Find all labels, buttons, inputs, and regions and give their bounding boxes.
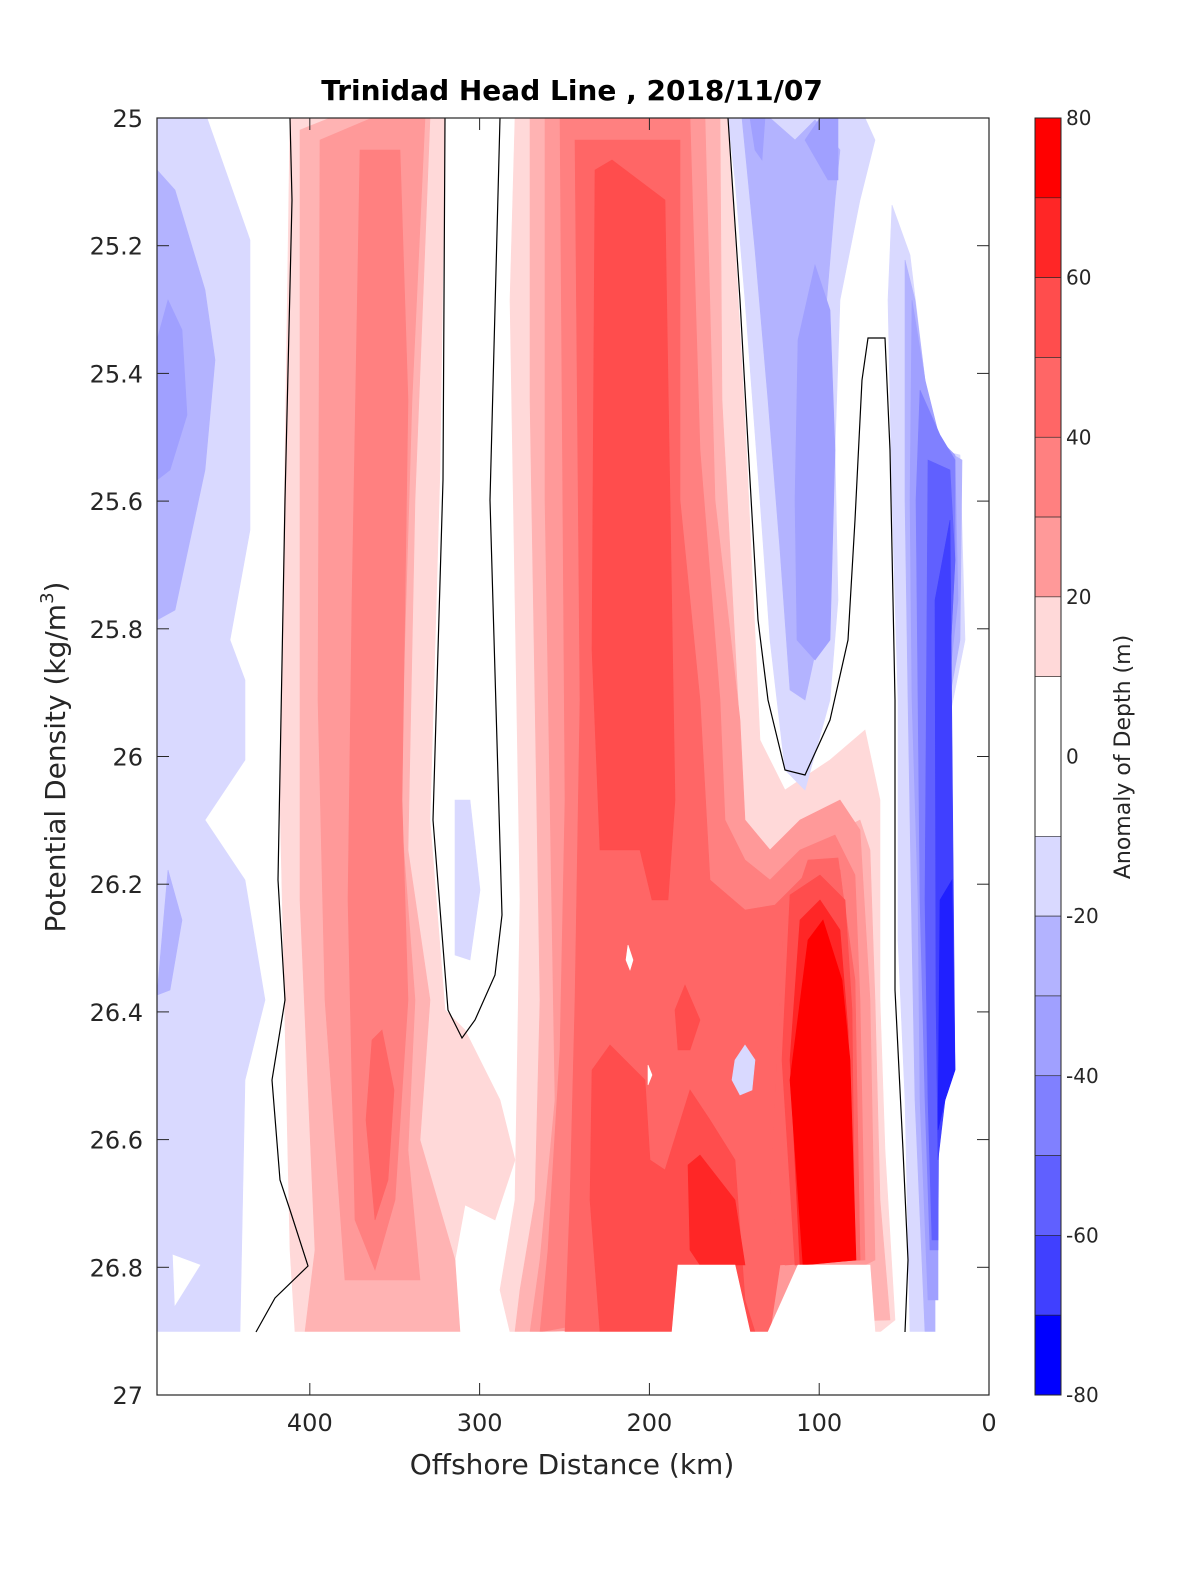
contour-band-zero-40 — [671, 1264, 751, 1333]
colorbar-block-p30 — [1034, 516, 1062, 598]
colorbar-block-n80 — [1034, 1314, 1062, 1396]
colorbar-block-p40 — [1034, 436, 1062, 518]
colorbar-block-p60 — [1034, 277, 1062, 358]
x-tick-label: 400 — [287, 1409, 333, 1437]
y-tick-label: 25 — [112, 105, 143, 133]
colorbar-title: Anomaly of Depth (m) — [1111, 635, 1136, 879]
x-axis-title: Offshore Distance (km) — [410, 1448, 735, 1481]
colorbar-block-p80 — [1034, 117, 1062, 199]
contour-band-p60-16 — [591, 159, 676, 901]
x-tick-label: 200 — [627, 1409, 673, 1437]
y-tick-label: 25.4 — [90, 360, 143, 388]
colorbar-tick-label: 0 — [1066, 745, 1079, 769]
zero-contour-line-2 — [727, 118, 909, 1333]
colorbar: 80 60 40 20 0 -20 -40 -60 -80 Anomaly of Depth (… — [1034, 106, 1136, 1407]
y-axis-title-close: ) — [39, 582, 72, 593]
colorbar-block-n30 — [1034, 995, 1062, 1077]
colorbar-tick-label: -80 — [1066, 1383, 1099, 1407]
contour-band-n30-34 — [804, 118, 839, 181]
colorbar-block-p70 — [1034, 197, 1062, 278]
colorbar-tick-label: 40 — [1066, 425, 1091, 449]
y-tick-label: 27 — [112, 1382, 143, 1410]
colorbar-block-p10 — [1034, 596, 1062, 677]
contour-band-zero-39 — [157, 1331, 989, 1395]
contour-band-n30-33 — [749, 118, 766, 161]
y-tick-label: 26.6 — [90, 1127, 143, 1155]
colorbar-block-n60 — [1034, 1235, 1062, 1316]
contour-band-n20-3 — [157, 869, 183, 996]
contour-band-zero-38 — [647, 1064, 653, 1086]
colorbar-tick-label: 80 — [1066, 106, 1091, 130]
colorbar-tick-label: -60 — [1066, 1223, 1099, 1247]
zero-contour-line-0 — [255, 118, 309, 1333]
x-axis-ticks: 400 300 200 100 0 — [287, 118, 997, 1437]
y-axis-title-superscript: 3 — [37, 592, 58, 603]
colorbar-tick-label: -20 — [1066, 904, 1099, 928]
y-tick-label: 25.6 — [90, 488, 143, 516]
contour-band-n10-10 — [454, 799, 481, 961]
colorbar-block-n50 — [1034, 1155, 1062, 1236]
contour-band-n30-35 — [794, 263, 836, 661]
y-tick-label: 26.8 — [90, 1254, 143, 1282]
contour-band-n30-2 — [157, 299, 188, 481]
colorbar-blocks — [1034, 117, 1062, 1396]
colorbar-block-n10 — [1034, 836, 1062, 917]
colorbar-block-p50 — [1034, 357, 1062, 438]
y-tick-label: 25.8 — [90, 616, 143, 644]
zero-contour-line-1 — [432, 118, 503, 1040]
colorbar-block-n40 — [1034, 1075, 1062, 1156]
y-axis-title-text: Potential Density (kg/m — [39, 604, 72, 933]
colorbar-tick-label: -40 — [1066, 1064, 1099, 1088]
y-axis-title: Potential Density (kg/m3) — [37, 582, 72, 933]
contour-band-zero-37 — [625, 944, 634, 971]
y-tick-label: 26 — [112, 744, 143, 772]
contour-band-n10-36 — [731, 1044, 756, 1096]
y-tick-label: 26.2 — [90, 871, 143, 899]
contour-band-p50-9 — [365, 1029, 395, 1221]
colorbar-block-n20 — [1034, 915, 1062, 997]
contour-band-n70-30 — [937, 878, 956, 1131]
contour-band-p60-18 — [674, 984, 701, 1051]
x-tick-label: 0 — [981, 1409, 996, 1437]
colorbar-frame — [1034, 117, 1062, 1396]
contour-band-zero-41 — [767, 1264, 876, 1333]
contour-band-zero-4 — [172, 1254, 201, 1306]
x-tick-label: 100 — [796, 1409, 842, 1437]
x-tick-label: 300 — [457, 1409, 503, 1437]
zero-contour-lines — [255, 118, 909, 1333]
contour-band-p80-23 — [789, 919, 857, 1266]
y-tick-label: 26.4 — [90, 999, 143, 1027]
chart-title: Trinidad Head Line , 2018/11/07 — [321, 74, 823, 107]
colorbar-tick-label: 60 — [1066, 266, 1091, 290]
y-axis-ticks: 25 25.2 25.4 25.6 25.8 26 26.2 26.4 26.6 26.8 27 — [90, 105, 989, 1410]
contour-band-p70-19 — [687, 1154, 746, 1266]
contour-fill-layer — [157, 118, 989, 1395]
y-tick-label: 25.2 — [90, 233, 143, 261]
colorbar-ticks: 80 60 40 20 0 -20 -40 -60 -80 — [1066, 106, 1099, 1407]
colorbar-tick-label: 20 — [1066, 585, 1091, 609]
colorbar-block-zero — [1034, 676, 1062, 837]
plot-area: 400 300 200 100 0 25 25.2 25.4 25.6 25.8 26 26.2 26… — [90, 105, 997, 1437]
contour-band-p40-8 — [347, 149, 409, 1271]
